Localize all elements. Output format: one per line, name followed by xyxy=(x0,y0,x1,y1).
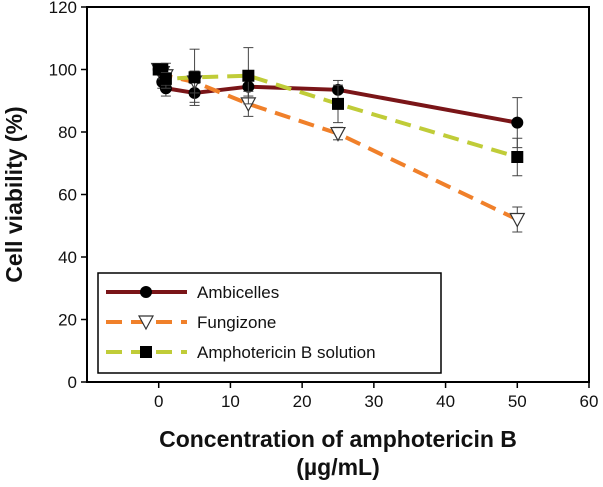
x-tick-label: 30 xyxy=(364,392,383,411)
y-tick-label: 120 xyxy=(49,0,77,17)
data-point xyxy=(159,72,172,85)
data-point xyxy=(242,69,255,82)
data-point xyxy=(188,71,201,84)
y-tick-label: 0 xyxy=(68,373,77,392)
data-point xyxy=(509,212,526,228)
x-tick-label: 60 xyxy=(580,392,599,411)
y-tick-label: 20 xyxy=(58,311,77,330)
y-tick-label: 80 xyxy=(58,123,77,142)
x-tick-label: 10 xyxy=(221,392,240,411)
data-point xyxy=(511,151,524,163)
y-tick-label: 40 xyxy=(58,248,77,267)
legend-label-2: Amphotericin B solution xyxy=(197,343,376,362)
data-point xyxy=(332,97,344,110)
y-tick-label: 100 xyxy=(49,61,77,80)
x-axis-title-line: Concentration of amphotericin B xyxy=(159,426,517,452)
legend-marker-0 xyxy=(140,286,152,298)
x-axis-title-line: (µg/mL) xyxy=(296,454,380,480)
y-tick-label: 60 xyxy=(58,186,77,205)
legend-box xyxy=(97,272,442,374)
y-axis-title: Cell viability (%) xyxy=(1,106,27,282)
x-tick-label: 20 xyxy=(293,392,312,411)
data-point xyxy=(511,116,524,129)
legend-label-0: Ambicelles xyxy=(197,283,279,302)
legend-marker-1 xyxy=(137,315,155,331)
legend-label-1: Fungizone xyxy=(197,313,276,332)
legend-marker-2 xyxy=(140,346,152,358)
x-tick-label: 40 xyxy=(436,392,455,411)
x-tick-label: 0 xyxy=(154,392,163,411)
x-tick-label: 50 xyxy=(508,392,527,411)
data-point xyxy=(329,126,347,142)
